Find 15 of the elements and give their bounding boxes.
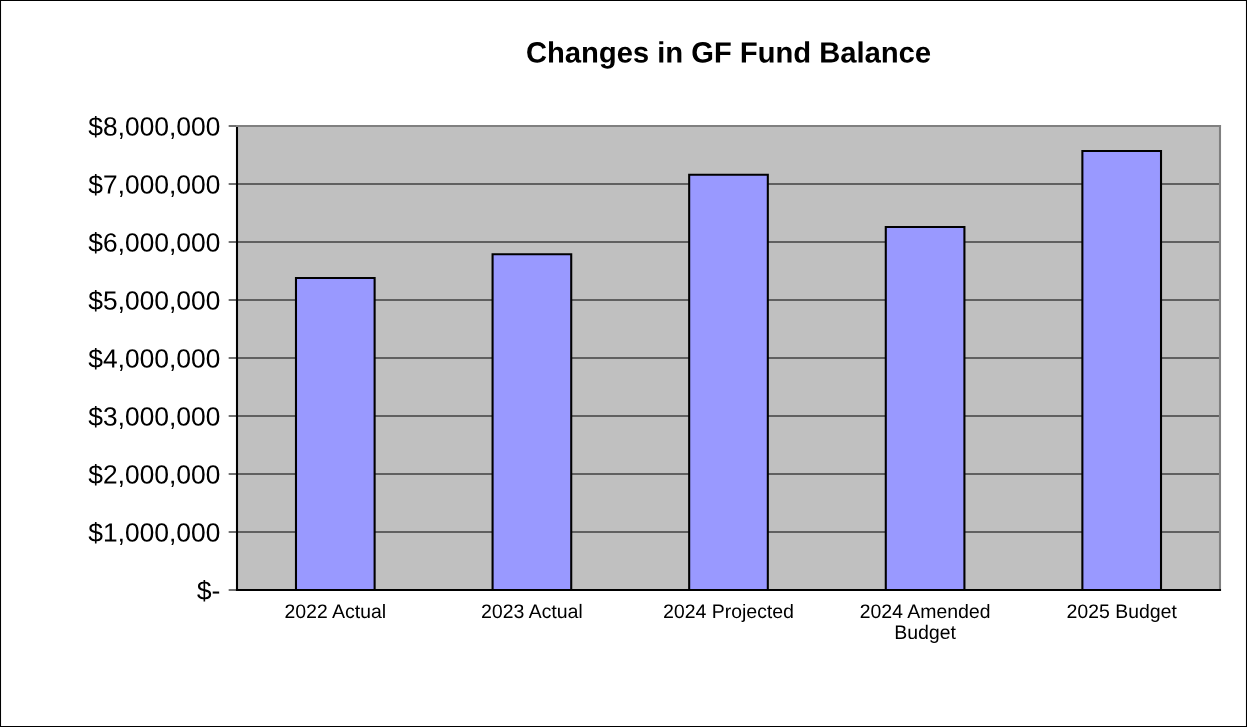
y-tick-label: $2,000,000 [88, 464, 220, 487]
chart-title: Changes in GF Fund Balance [527, 41, 931, 69]
y-tick-label: $8,000,000 [88, 116, 220, 139]
y-tick-label: $7,000,000 [88, 174, 220, 197]
x-tick-label: 2024 Amended Budget [860, 603, 990, 643]
x-tick-label: 2024 Projected [664, 603, 793, 623]
y-tick-label: $6,000,000 [88, 232, 220, 255]
y-tick-label: $- [197, 580, 220, 602]
y-tick-label: $4,000,000 [88, 348, 220, 371]
x-tick-label: 2023 Actual [482, 603, 582, 619]
y-tick-label: $1,000,000 [88, 522, 220, 545]
x-tick-label: 2022 Actual [285, 603, 385, 619]
x-tick-label: 2025 Budget [1067, 603, 1177, 623]
y-tick-label: $5,000,000 [88, 290, 220, 313]
y-tick-label: $3,000,000 [88, 406, 220, 429]
